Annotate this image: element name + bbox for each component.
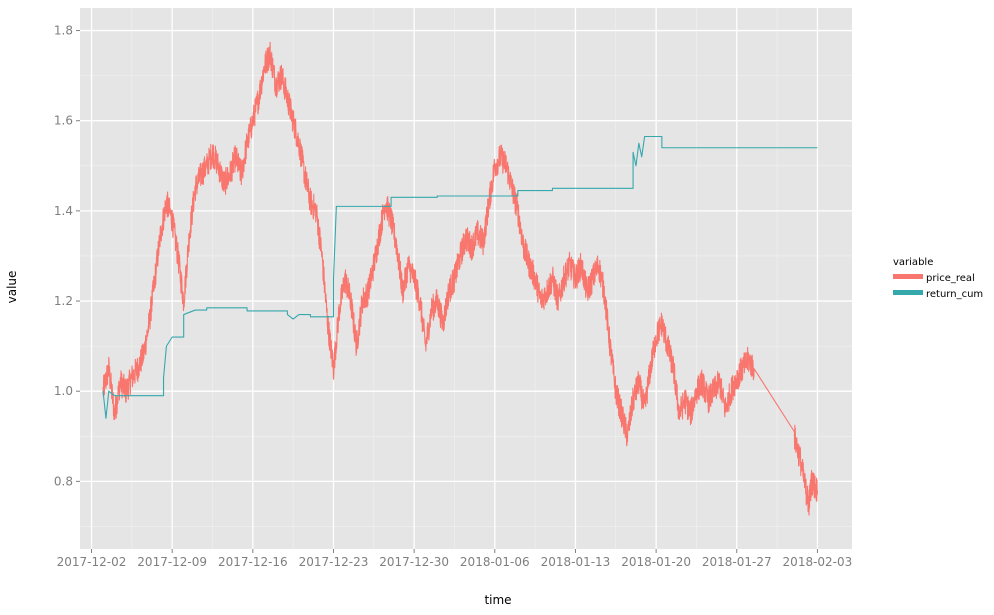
- x-axis-title: time: [484, 593, 511, 607]
- y-axis-title: value: [5, 271, 19, 304]
- y-tick-label: 1.4: [54, 204, 73, 218]
- legend-label-price-real: price_real: [926, 273, 975, 284]
- y-tick-label: 1.2: [54, 294, 73, 308]
- x-tick-label: 2018-02-03: [783, 555, 853, 569]
- plot-panel: [80, 8, 852, 549]
- x-tick-label: 2017-12-30: [379, 555, 449, 569]
- x-tick-label: 2018-01-20: [621, 555, 691, 569]
- series-layer: [102, 41, 818, 516]
- legend-swatch-price-real: [893, 274, 923, 279]
- y-axis: 0.8 1.0 1.2 1.4 1.6 1.8: [54, 24, 80, 488]
- series-line-return-cum: [102, 135, 818, 419]
- y-tick-label: 0.8: [54, 474, 73, 488]
- y-tick-label: 1.8: [54, 24, 73, 38]
- x-tick-label: 2017-12-23: [299, 555, 369, 569]
- legend-label-return-cum: return_cum: [926, 289, 983, 300]
- x-tick-label: 2017-12-16: [218, 555, 288, 569]
- y-tick-label: 1.0: [54, 384, 73, 398]
- x-tick-label: 2017-12-09: [137, 555, 207, 569]
- legend-swatch-return-cum: [893, 290, 923, 295]
- x-axis: 2017-12-02 2017-12-09 2017-12-16 2017-12-23…: [57, 549, 853, 569]
- y-tick-label: 1.6: [54, 114, 73, 128]
- legend-title: variable: [893, 257, 933, 268]
- x-tick-label: 2018-01-27: [702, 555, 772, 569]
- x-tick-label: 2017-12-02: [57, 555, 127, 569]
- series-line-price-real: [102, 41, 818, 516]
- legend: variable price_real return_cum: [893, 257, 983, 300]
- x-tick-label: 2018-01-13: [541, 555, 611, 569]
- x-tick-label: 2018-01-06: [460, 555, 530, 569]
